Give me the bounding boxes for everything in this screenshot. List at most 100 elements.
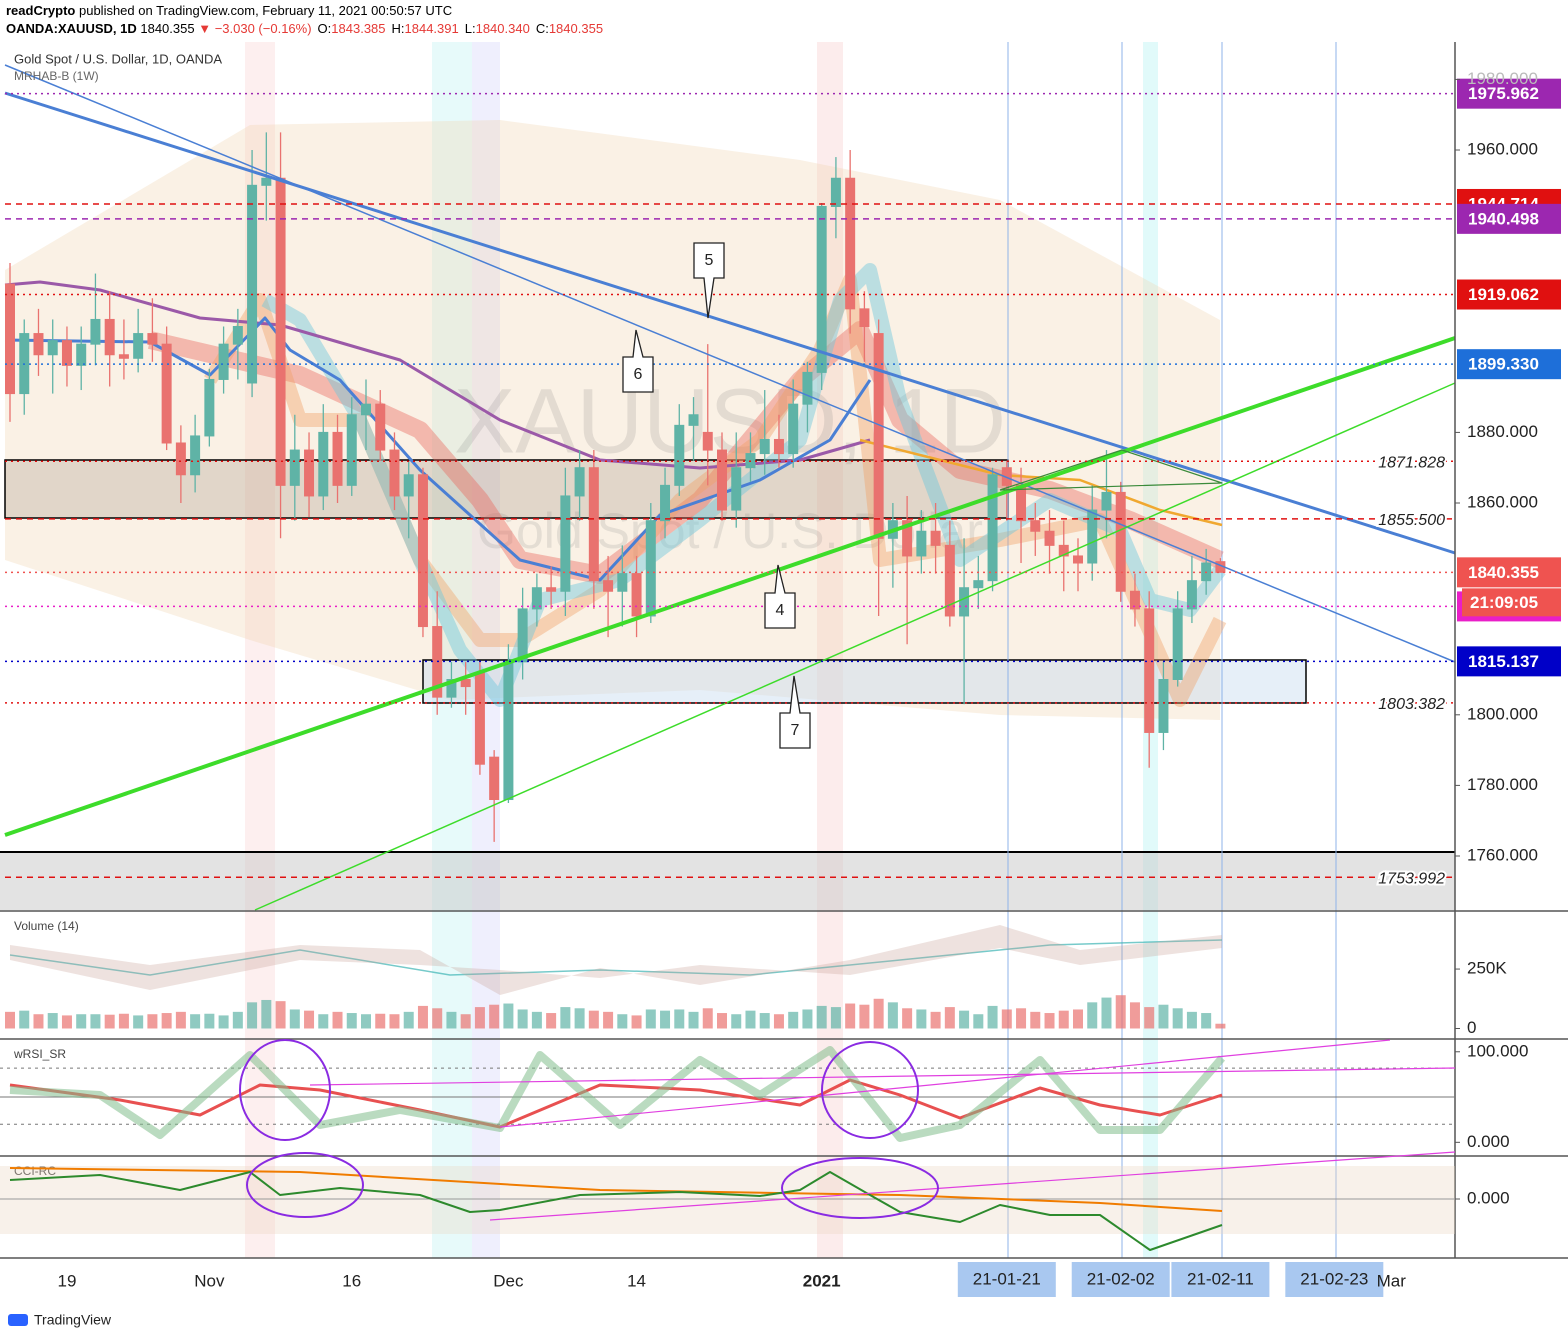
candle-body	[773, 438, 784, 455]
volume-bar	[1087, 1002, 1098, 1029]
volume-bar	[759, 1013, 770, 1029]
rsi-trend	[309, 1067, 1456, 1086]
volume-bar	[916, 1009, 927, 1029]
volume-bar	[503, 1003, 514, 1029]
volume-bar	[560, 1007, 571, 1029]
volume-bar	[702, 1008, 713, 1029]
watermark: XAUUSD, 1D	[454, 370, 1006, 472]
volume-bar	[204, 1013, 215, 1029]
y-tick-label: 1760.000	[1467, 845, 1538, 864]
candle-body	[688, 414, 699, 426]
panel-title: wRSI_SR	[13, 1047, 66, 1061]
volume-band	[10, 925, 1222, 995]
volume-bar	[1115, 995, 1126, 1029]
candle-body	[1186, 580, 1197, 610]
callout	[779, 675, 811, 749]
cci-trend	[489, 1151, 1456, 1221]
level-label: 1855.500	[1378, 512, 1445, 529]
volume-bar	[973, 1014, 984, 1029]
candle-body	[460, 678, 471, 688]
level-label: 1871.828	[1378, 454, 1445, 471]
volume-bar	[731, 1014, 742, 1029]
candle-body	[76, 343, 87, 366]
candle-body	[218, 343, 229, 380]
candle-body	[1087, 509, 1098, 564]
price-tag	[1457, 279, 1561, 310]
countdown: 21:09:05	[1470, 593, 1538, 612]
triangle	[999, 449, 1223, 491]
candle-body	[104, 318, 115, 356]
symbol: OANDA:XAUUSD, 1D	[6, 21, 137, 36]
callout-label: 4	[776, 602, 785, 619]
candle-body	[1101, 491, 1112, 511]
candle-body	[873, 333, 884, 539]
y-tick-label: 100.000	[1467, 1041, 1528, 1060]
candle-body	[375, 403, 386, 451]
candle-body	[5, 283, 15, 395]
volume-bar	[446, 1011, 457, 1029]
volume-bar	[332, 1011, 343, 1029]
price-tag	[1457, 203, 1561, 234]
price-tag	[1457, 349, 1561, 380]
volume-bar	[944, 1007, 955, 1029]
ohlc-key: L:	[465, 21, 476, 36]
publish-line: readCrypto published on TradingView.com,…	[6, 3, 452, 18]
candle-body	[190, 435, 201, 476]
y-tick-label: 250K	[1467, 959, 1507, 978]
candle-body	[574, 467, 585, 497]
volume-bar	[1186, 1011, 1197, 1029]
candle-body	[403, 474, 414, 497]
logo-mark	[8, 1314, 28, 1326]
published: published on TradingView.com, February 1…	[79, 3, 452, 18]
candle-body	[61, 340, 72, 366]
volume-bar	[232, 1011, 243, 1029]
cci-band	[0, 1166, 1455, 1234]
candle-body	[930, 530, 941, 546]
candle-body	[147, 333, 158, 345]
volume-bar	[745, 1010, 756, 1029]
volume-bar	[1030, 1011, 1041, 1029]
date-marker	[1171, 1262, 1270, 1297]
candle-body	[474, 671, 485, 765]
x-tick-label: 16	[342, 1271, 361, 1290]
trendline	[4, 64, 1456, 663]
volume-bar	[175, 1011, 186, 1029]
last: 1840.355	[140, 21, 194, 36]
volume-bar	[375, 1013, 386, 1029]
volume-bar	[1073, 1009, 1083, 1029]
x-tick-label: Mar	[1377, 1271, 1407, 1290]
volume-bar	[845, 1003, 856, 1029]
candle-body	[517, 608, 528, 663]
candle-body	[788, 403, 799, 455]
candle-body	[1001, 467, 1012, 486]
volume-bar	[517, 1009, 528, 1029]
volume-bar	[161, 1013, 172, 1029]
date-marker	[957, 1262, 1056, 1297]
y-tick-label: 0.000	[1467, 1132, 1510, 1151]
volume-bar	[631, 1015, 642, 1029]
volume-bar	[318, 1014, 329, 1029]
candle-body	[1115, 491, 1126, 592]
volume-bar	[987, 1005, 998, 1029]
volume-bar	[873, 998, 884, 1029]
volume-bar	[361, 1014, 371, 1029]
volume-bar	[959, 1010, 970, 1029]
candle-body	[489, 756, 500, 801]
candle-body	[1058, 544, 1069, 557]
candle-body	[560, 495, 571, 592]
y-tick-label: 0.000	[1467, 1188, 1510, 1207]
zone-box	[422, 659, 1307, 704]
rsi-wave	[9, 1046, 1226, 1142]
volume-bar	[674, 1009, 685, 1029]
candle-body	[802, 371, 813, 405]
trendline	[4, 91, 1456, 555]
volume-bar	[1001, 1009, 1012, 1029]
candle-body	[247, 184, 258, 384]
candle-body	[503, 661, 514, 801]
volume-bar	[190, 1014, 201, 1029]
candle-body	[332, 431, 343, 486]
circle-annotation	[239, 1039, 331, 1141]
volume-bar	[645, 1009, 656, 1029]
volume-bar	[802, 1009, 813, 1029]
